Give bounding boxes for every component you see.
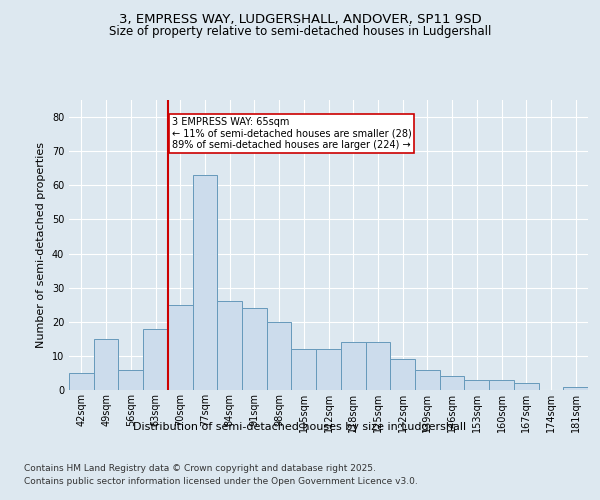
Bar — [390, 360, 415, 390]
Bar — [514, 383, 539, 390]
Bar — [168, 304, 193, 390]
Y-axis label: Number of semi-detached properties: Number of semi-detached properties — [36, 142, 46, 348]
Bar — [563, 386, 588, 390]
Text: 3, EMPRESS WAY, LUDGERSHALL, ANDOVER, SP11 9SD: 3, EMPRESS WAY, LUDGERSHALL, ANDOVER, SP… — [119, 12, 481, 26]
Text: Distribution of semi-detached houses by size in Ludgershall: Distribution of semi-detached houses by … — [133, 422, 467, 432]
Text: Contains HM Land Registry data © Crown copyright and database right 2025.: Contains HM Land Registry data © Crown c… — [24, 464, 376, 473]
Bar — [489, 380, 514, 390]
Bar — [365, 342, 390, 390]
Bar — [94, 339, 118, 390]
Bar — [440, 376, 464, 390]
Bar — [316, 349, 341, 390]
Bar — [217, 302, 242, 390]
Text: 3 EMPRESS WAY: 65sqm
← 11% of semi-detached houses are smaller (28)
89% of semi-: 3 EMPRESS WAY: 65sqm ← 11% of semi-detac… — [172, 117, 412, 150]
Bar — [415, 370, 440, 390]
Bar — [341, 342, 365, 390]
Bar — [118, 370, 143, 390]
Bar — [242, 308, 267, 390]
Bar — [292, 349, 316, 390]
Bar — [193, 175, 217, 390]
Bar — [143, 328, 168, 390]
Bar — [69, 373, 94, 390]
Text: Contains public sector information licensed under the Open Government Licence v3: Contains public sector information licen… — [24, 478, 418, 486]
Bar — [464, 380, 489, 390]
Bar — [267, 322, 292, 390]
Text: Size of property relative to semi-detached houses in Ludgershall: Size of property relative to semi-detach… — [109, 25, 491, 38]
